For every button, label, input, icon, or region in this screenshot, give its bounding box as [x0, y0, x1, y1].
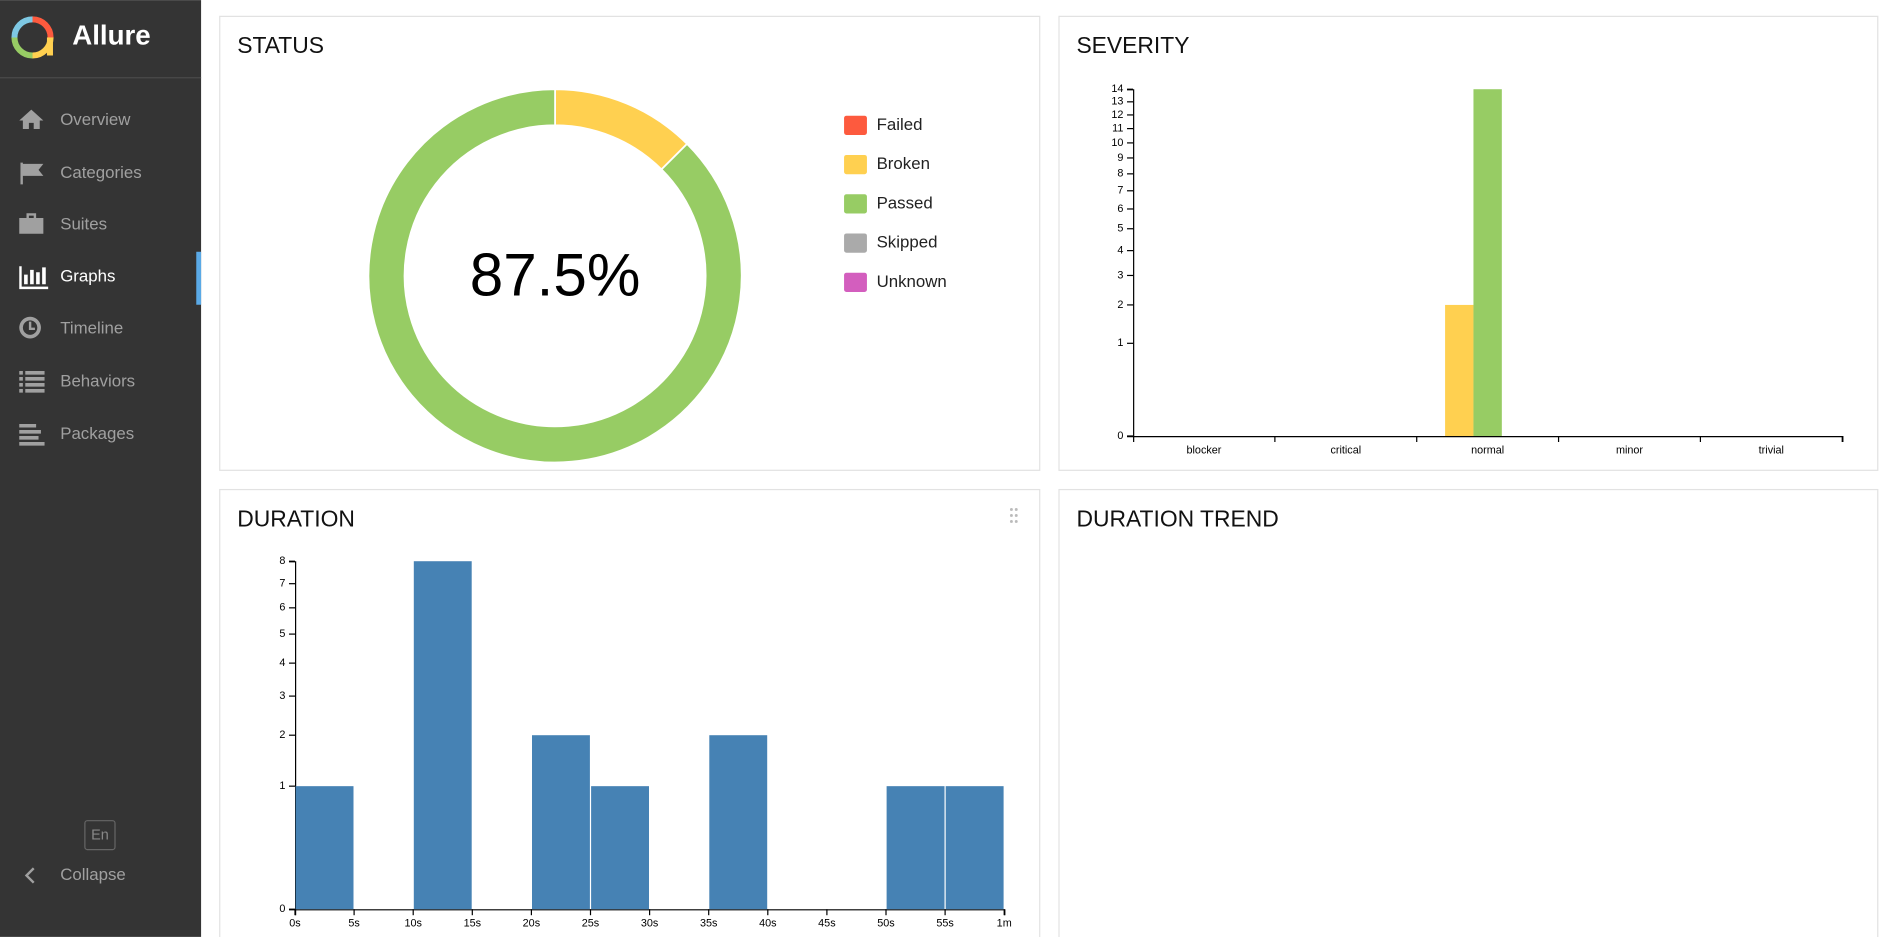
legend-label[interactable]: Unknown [877, 272, 947, 291]
y-tick-label: 9 [1117, 152, 1123, 164]
legend-swatch[interactable] [844, 194, 867, 214]
nav-item[interactable]: Timeline [60, 318, 123, 337]
legend-swatch[interactable] [844, 272, 867, 292]
y-tick-label: 0 [279, 903, 285, 915]
nav-icon[interactable] [19, 370, 45, 393]
nav-icon[interactable] [19, 423, 45, 446]
y-tick-label: 8 [1117, 168, 1123, 180]
app-name: Allure [72, 20, 150, 51]
legend-label[interactable]: Passed [877, 193, 933, 212]
y-tick-label: 2 [279, 729, 285, 741]
nav-item[interactable]: Suites [60, 215, 107, 234]
x-tick-label: 30s [641, 918, 659, 930]
x-tick-label: 50s [877, 918, 895, 930]
y-tick-label: 3 [279, 690, 285, 702]
bar [1473, 89, 1502, 436]
y-tick-label: 1 [1117, 337, 1123, 349]
drag-handle[interactable] [1009, 507, 1018, 523]
histogram-bar [709, 735, 768, 910]
x-tick-label: 20s [523, 918, 541, 930]
nav-item[interactable]: Graphs [60, 267, 115, 286]
legend-label[interactable]: Failed [877, 115, 923, 134]
y-tick-label: 4 [1117, 244, 1123, 256]
x-tick-label: 10s [404, 918, 422, 930]
x-tick-label: 55s [936, 918, 954, 930]
y-tick-label: 4 [279, 657, 285, 669]
nav-item[interactable]: Overview [60, 110, 131, 129]
legend-swatch[interactable] [844, 154, 867, 175]
y-tick-label: 2 [1117, 299, 1123, 311]
y-tick-label: 8 [279, 555, 285, 567]
legend-swatch[interactable] [844, 233, 867, 253]
histogram-bar [413, 561, 472, 910]
histogram-bar [532, 735, 590, 910]
nav-icon[interactable] [19, 213, 44, 234]
legend-swatch[interactable] [844, 115, 867, 135]
histogram-bar [886, 786, 945, 910]
y-tick-label: 12 [1111, 109, 1123, 121]
sidebar [0, 0, 202, 937]
donut-slice [367, 88, 743, 464]
nav-icon[interactable] [20, 162, 44, 185]
y-tick-label: 13 [1111, 96, 1123, 108]
panel-title: DURATION [237, 505, 355, 531]
nav-item[interactable]: Behaviors [60, 371, 135, 390]
panel [219, 15, 1041, 471]
histogram-bar [591, 786, 649, 910]
nav-item[interactable]: Packages [60, 424, 134, 443]
panel-title: DURATION TREND [1076, 505, 1278, 531]
x-tick-label: 5s [348, 918, 360, 930]
y-tick-label: 3 [1117, 269, 1123, 281]
y-tick-label: 10 [1111, 137, 1123, 149]
x-tick-label: 35s [700, 918, 718, 930]
histogram-bar [945, 786, 1004, 910]
collapse-label[interactable]: Collapse [60, 865, 126, 884]
y-tick-label: 7 [1117, 185, 1123, 197]
x-tick-label: normal [1471, 444, 1504, 456]
y-tick-label: 5 [1117, 223, 1123, 235]
logo [11, 16, 54, 59]
nav-icon[interactable] [19, 266, 49, 290]
x-tick-label: 40s [759, 918, 777, 930]
nav-icon[interactable] [19, 316, 41, 339]
bar [1445, 304, 1474, 436]
legend-label[interactable]: Skipped [877, 233, 938, 252]
x-tick-label: trivial [1759, 444, 1784, 456]
x-tick-label: critical [1330, 444, 1361, 456]
y-tick-label: 6 [1117, 203, 1123, 215]
language-label[interactable]: En [91, 828, 109, 844]
legend-label[interactable]: Broken [877, 154, 930, 173]
y-tick-label: 5 [279, 628, 285, 640]
collapse-icon[interactable] [24, 867, 35, 884]
panel-title: STATUS [237, 32, 324, 58]
y-tick-label: 14 [1111, 83, 1123, 95]
panel-title: SEVERITY [1076, 32, 1189, 58]
x-tick-label: blocker [1187, 444, 1222, 456]
x-tick-label: 1m [997, 918, 1012, 930]
nav-icon[interactable] [19, 109, 44, 129]
x-tick-label: 45s [818, 918, 836, 930]
center-label: 87.5% [470, 241, 641, 308]
panel [1058, 488, 1879, 937]
histogram-bar [295, 786, 354, 910]
y-tick-label: 11 [1112, 122, 1123, 134]
nav-item[interactable]: Categories [60, 163, 141, 182]
y-tick-label: 6 [279, 602, 285, 614]
x-tick-label: minor [1616, 444, 1643, 456]
y-tick-label: 7 [279, 578, 285, 590]
y-tick-label: 0 [1117, 430, 1123, 442]
x-tick-label: 0s [289, 918, 301, 930]
x-tick-label: 15s [464, 918, 482, 930]
active-indicator [196, 251, 202, 305]
x-tick-label: 25s [582, 918, 600, 930]
language-button[interactable] [84, 820, 116, 851]
y-tick-label: 1 [279, 780, 285, 792]
